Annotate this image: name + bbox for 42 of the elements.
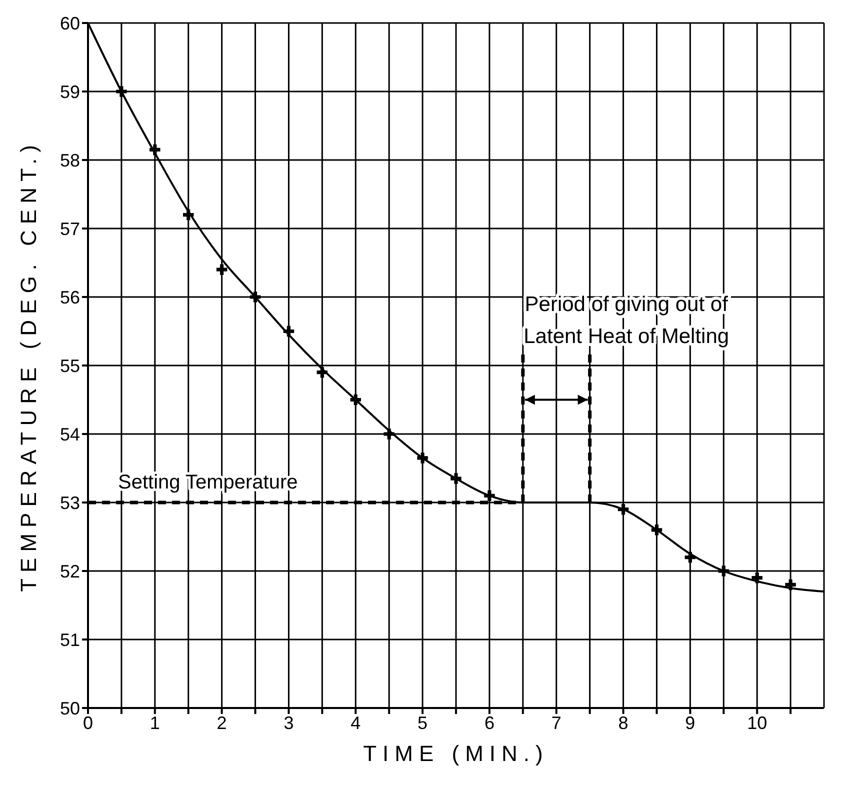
point xyxy=(116,86,127,97)
x-tick-label: 7 xyxy=(551,712,562,733)
point xyxy=(752,572,762,584)
x-tick-label: 0 xyxy=(82,712,94,733)
y-tick-label: 58 xyxy=(60,150,80,170)
y-tick-label: 56 xyxy=(60,287,80,308)
y-tick-label: 50 xyxy=(60,698,80,718)
y-tick-label: 57 xyxy=(60,218,80,239)
y-axis-title: TEMPERATURE (DEG. CENT.) xyxy=(16,139,41,592)
y-tick-label: 51 xyxy=(60,630,80,650)
point xyxy=(250,292,261,302)
y-tick-label: 53 xyxy=(60,492,80,513)
x-tick-label: 4 xyxy=(350,712,361,733)
point xyxy=(484,490,495,502)
x-axis-title: TIME (MIN.) xyxy=(363,741,549,766)
point xyxy=(150,144,160,156)
y-tick-label: 55 xyxy=(60,356,80,376)
point xyxy=(316,366,328,378)
point xyxy=(417,452,428,464)
point xyxy=(384,428,394,440)
x-tick-label: 2 xyxy=(216,712,227,733)
x-tick-label: 8 xyxy=(618,712,628,733)
y-tick-label: 54 xyxy=(60,424,80,444)
y-tick-label: 60 xyxy=(60,13,80,34)
point xyxy=(450,473,462,484)
point xyxy=(283,326,294,337)
point xyxy=(684,552,696,563)
point xyxy=(718,566,730,576)
point xyxy=(651,524,662,536)
x-tick-label: 5 xyxy=(418,712,428,733)
point xyxy=(350,394,362,406)
point xyxy=(216,264,228,275)
x-tick-label: 6 xyxy=(484,712,494,733)
y-tick-label: 52 xyxy=(60,561,80,582)
x-tick-label: 9 xyxy=(685,712,696,733)
y-tick-label: 59 xyxy=(60,82,80,102)
point xyxy=(785,579,796,590)
point xyxy=(618,504,629,515)
point xyxy=(182,209,194,220)
x-tick-label: 10 xyxy=(747,712,768,733)
x-tick-label: 3 xyxy=(284,712,294,733)
x-tick-label: 1 xyxy=(150,712,160,733)
